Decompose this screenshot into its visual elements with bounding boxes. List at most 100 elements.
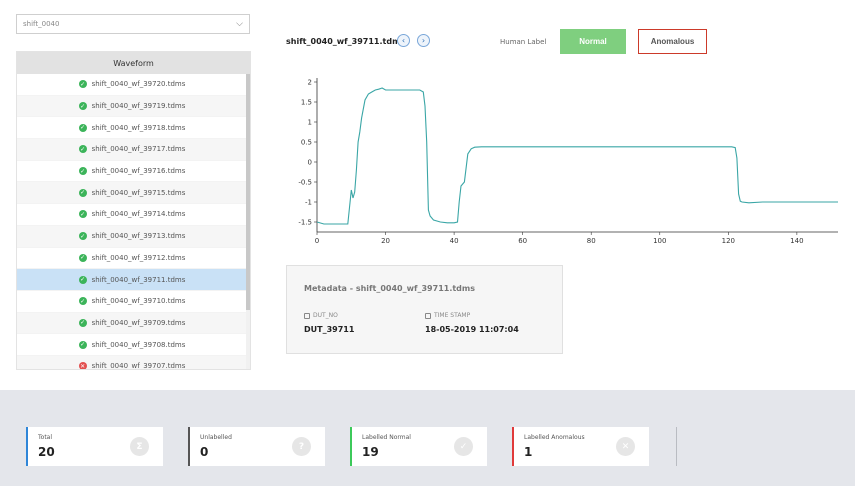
x-tick-label: 40 xyxy=(450,237,459,245)
waveform-file-name: shift_0040_wf_39712.tdms xyxy=(91,253,186,262)
stat-accent xyxy=(26,427,28,466)
waveform-list-item[interactable]: ✓ shift_0040_wf_39718.tdms xyxy=(17,117,247,140)
waveform-file-name: shift_0040_wf_39709.tdms xyxy=(91,318,186,327)
waveform-file-name: shift_0040_wf_39708.tdms xyxy=(91,340,186,349)
prev-waveform-button[interactable]: ‹ xyxy=(397,34,410,47)
waveform-series-line xyxy=(316,87,838,225)
waveform-list-item[interactable]: ✓ shift_0040_wf_39719.tdms xyxy=(17,95,247,118)
waveform-title: shift_0040_wf_39711.tdms xyxy=(286,37,406,46)
stat-label: Total xyxy=(38,434,53,441)
timestamp-value: 18-05-2019 11:07:04 xyxy=(425,325,519,334)
error-circle-icon: ✕ xyxy=(78,362,87,370)
stat-card-labelled-anomalous: Labelled Anomalous 1 ✕ xyxy=(512,427,649,466)
waveform-list-item[interactable]: ✓ shift_0040_wf_39717.tdms xyxy=(17,139,247,161)
shift-selector-value: shift_0040 xyxy=(23,20,60,28)
check-circle-icon: ✓ xyxy=(78,102,87,111)
y-tick-label: 0 xyxy=(308,159,312,167)
waveform-chart: 0 20 40 60 80 100 120 140 -1.5 -1 -0.5 0 0.5 1 1.5 2 xyxy=(298,78,838,245)
waveform-file-name: shift_0040_wf_39715.tdms xyxy=(91,188,186,197)
check-circle-icon: ✓ xyxy=(78,340,87,349)
check-icon: ✓ xyxy=(454,437,473,456)
y-tick-label: 2 xyxy=(308,79,312,87)
stat-label: Labelled Anomalous xyxy=(524,434,585,441)
y-tick-label: -0.5 xyxy=(298,179,312,187)
waveform-list-item[interactable]: ✓ shift_0040_wf_39711.tdms xyxy=(17,269,247,291)
question-icon: ? xyxy=(292,437,311,456)
stat-card-unlabelled: Unlabelled 0 ? xyxy=(188,427,325,466)
waveform-file-name: shift_0040_wf_39718.tdms xyxy=(91,123,186,132)
y-tick-label: 1 xyxy=(308,119,312,127)
stat-card-labelled-normal: Labelled Normal 19 ✓ xyxy=(350,427,487,466)
next-waveform-button[interactable]: › xyxy=(417,34,430,47)
waveform-list-body: ✓ shift_0040_wf_39720.tdms ✓ shift_0040_wf_… xyxy=(17,74,247,369)
waveform-file-name: shift_0040_wf_39714.tdms xyxy=(91,210,186,219)
chevron-right-icon: › xyxy=(421,36,426,45)
dut-label: DUT_NO xyxy=(313,312,338,319)
waveform-list-item[interactable]: ✓ shift_0040_wf_39713.tdms xyxy=(17,225,247,248)
main-panel: shift_0040 ⌵ Waveform ✓ shift_0040_wf_397… xyxy=(16,14,838,370)
x-tick-label: 140 xyxy=(790,237,803,245)
sum-icon: Σ xyxy=(130,437,149,456)
dut-value: DUT_39711 xyxy=(304,325,355,334)
waveform-list-item[interactable]: ✓ shift_0040_wf_39716.tdms xyxy=(17,161,247,183)
waveform-list-item[interactable]: ✓ shift_0040_wf_39712.tdms xyxy=(17,248,247,270)
stat-label: Labelled Normal xyxy=(362,434,411,441)
waveform-list-header: Waveform xyxy=(17,52,250,74)
waveform-list-item[interactable]: ✓ shift_0040_wf_39710.tdms xyxy=(17,291,247,313)
check-circle-icon: ✓ xyxy=(78,297,87,306)
waveform-file-name: shift_0040_wf_39707.tdms xyxy=(91,362,186,370)
check-circle-icon: ✓ xyxy=(78,253,87,262)
metadata-title: Metadata - shift_0040_wf_39711.tdms xyxy=(304,284,476,293)
x-tick-label: 100 xyxy=(653,237,666,245)
timestamp-label: TIME STAMP xyxy=(434,312,471,319)
waveform-file-name: shift_0040_wf_39710.tdms xyxy=(91,297,186,306)
waveform-file-name: shift_0040_wf_39716.tdms xyxy=(91,167,186,176)
x-tick-label: 80 xyxy=(587,237,596,245)
x-tick-label: 20 xyxy=(381,237,390,245)
check-circle-icon: ✓ xyxy=(78,188,87,197)
y-tick-label: -1.5 xyxy=(298,219,312,227)
waveform-list-item[interactable]: ✓ shift_0040_wf_39720.tdms xyxy=(17,74,247,96)
stat-accent xyxy=(512,427,514,466)
normal-label-button[interactable]: Normal xyxy=(560,29,626,54)
waveform-list-item[interactable]: ✓ shift_0040_wf_39709.tdms xyxy=(17,312,247,335)
check-circle-icon: ✓ xyxy=(78,210,87,219)
waveform-list-item[interactable]: ✓ shift_0040_wf_39708.tdms xyxy=(17,334,247,356)
stat-label: Unlabelled xyxy=(200,434,232,441)
stat-value: 19 xyxy=(362,445,379,459)
stat-value: 1 xyxy=(524,445,533,459)
x-tick-label: 0 xyxy=(315,237,319,245)
waveform-list-item[interactable]: ✓ shift_0040_wf_39714.tdms xyxy=(17,204,247,226)
human-label-caption: Human Label xyxy=(500,38,547,46)
chevron-left-icon: ‹ xyxy=(401,36,406,45)
waveform-list: Waveform ✓ shift_0040_wf_39720.tdms ✓ shift… xyxy=(16,51,251,370)
footer-divider xyxy=(676,427,677,466)
scrollbar-thumb[interactable] xyxy=(246,74,250,310)
metadata-card: Metadata - shift_0040_wf_39711.tdms DUT_… xyxy=(286,265,563,354)
timestamp-field: TIME STAMP 18-05-2019 11:07:04 xyxy=(425,312,519,334)
check-circle-icon: ✓ xyxy=(78,167,87,176)
check-circle-icon: ✓ xyxy=(78,145,87,154)
waveform-list-item[interactable]: ✓ shift_0040_wf_39715.tdms xyxy=(17,182,247,205)
stat-value: 20 xyxy=(38,445,55,459)
x-tick-label: 60 xyxy=(518,237,527,245)
chevron-down-icon: ⌵ xyxy=(236,19,243,29)
stat-value: 0 xyxy=(200,445,209,459)
y-tick-label: 0.5 xyxy=(301,139,312,147)
check-circle-icon: ✓ xyxy=(78,318,87,327)
dut-field: DUT_NO DUT_39711 xyxy=(304,312,354,334)
check-circle-icon: ✓ xyxy=(78,232,87,241)
x-tick-label: 120 xyxy=(722,237,735,245)
y-tick-label: -1 xyxy=(305,199,312,207)
shift-selector[interactable]: shift_0040 ⌵ xyxy=(16,14,250,34)
waveform-file-name: shift_0040_wf_39719.tdms xyxy=(91,102,186,111)
check-circle-icon: ✓ xyxy=(78,275,87,284)
anomalous-label-button[interactable]: Anomalous xyxy=(638,29,707,54)
waveform-list-item[interactable]: ✕ shift_0040_wf_39707.tdms xyxy=(17,355,247,370)
waveform-file-name: shift_0040_wf_39711.tdms xyxy=(91,275,186,284)
stat-card-total: Total 20 Σ xyxy=(26,427,163,466)
y-tick-label: 1.5 xyxy=(301,99,312,107)
list-scrollbar[interactable] xyxy=(246,74,250,369)
stat-accent xyxy=(350,427,352,466)
check-circle-icon: ✓ xyxy=(78,80,87,89)
